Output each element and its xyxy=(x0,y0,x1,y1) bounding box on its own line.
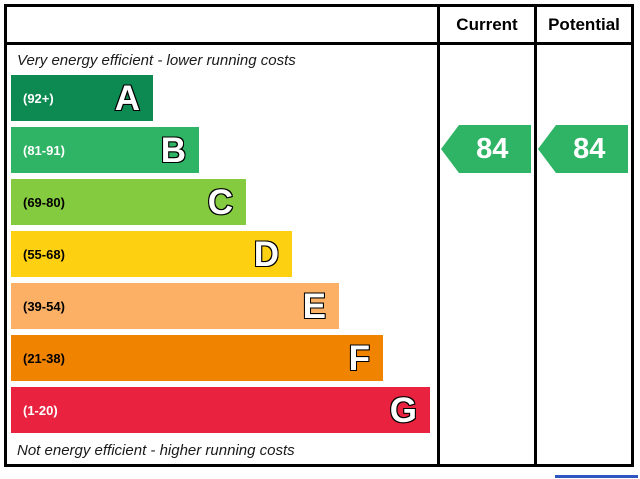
potential-rating-value: 84 xyxy=(573,132,606,165)
bands-area: Very energy efficient - lower running co… xyxy=(7,45,437,464)
band-e-range-label: (39-54) xyxy=(23,298,65,314)
band-e: (39-54) E xyxy=(11,283,339,329)
band-g-letter: G xyxy=(389,390,418,430)
band-g: (1-20) G xyxy=(11,387,430,433)
potential-rating-column: 84 xyxy=(534,45,631,464)
band-a: (92+) A xyxy=(11,75,153,121)
band-c-letter: C xyxy=(207,182,234,222)
band-b-range-label: (81-91) xyxy=(23,142,65,158)
header-spacer-cell xyxy=(7,7,437,42)
band-d-letter: D xyxy=(253,234,280,274)
caption-efficient: Very energy efficient - lower running co… xyxy=(17,52,296,69)
table-header-row: Current Potential xyxy=(7,7,631,45)
band-f: (21-38) F xyxy=(11,335,383,381)
header-potential: Potential xyxy=(534,7,631,42)
band-e-letter: E xyxy=(302,286,327,326)
band-b: (81-91) B xyxy=(11,127,199,173)
band-d-range-label: (55-68) xyxy=(23,246,65,262)
current-rating-column: 84 xyxy=(437,45,534,464)
header-current: Current xyxy=(437,7,534,42)
band-f-range-label: (21-38) xyxy=(23,350,65,366)
band-g-range-label: (1-20) xyxy=(23,402,58,418)
bands-column: Very energy efficient - lower running co… xyxy=(7,45,437,464)
rating-table: Current Potential Very energy efficient … xyxy=(4,4,634,467)
band-a-letter: A xyxy=(114,78,141,118)
cropped-blue-box-edge xyxy=(555,475,638,478)
table-body-row: Very energy efficient - lower running co… xyxy=(7,45,631,464)
current-rating-arrow: 84 xyxy=(441,125,531,173)
band-c-range-label: (69-80) xyxy=(23,194,65,210)
band-f-letter: F xyxy=(348,338,371,378)
caption-not-efficient: Not energy efficient - higher running co… xyxy=(17,442,295,459)
potential-rating-arrow: 84 xyxy=(538,125,628,173)
band-a-range-label: (92+) xyxy=(23,90,54,106)
band-b-letter: B xyxy=(160,130,187,170)
current-rating-value: 84 xyxy=(476,132,509,165)
band-d: (55-68) D xyxy=(11,231,292,277)
band-c: (69-80) C xyxy=(11,179,246,225)
